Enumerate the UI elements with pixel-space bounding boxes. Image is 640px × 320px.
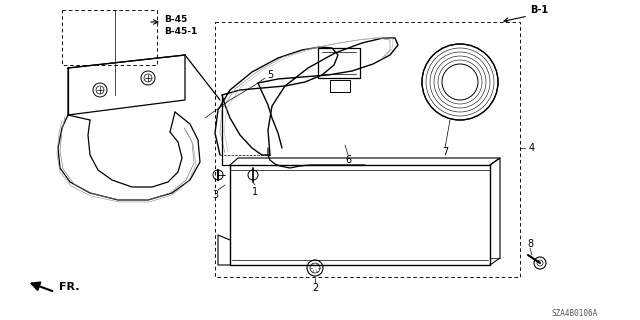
Text: SZA4B0106A: SZA4B0106A [552, 308, 598, 317]
Bar [215, 22, 520, 277]
Text: 6: 6 [345, 155, 351, 165]
Text: 4: 4 [529, 143, 535, 153]
Text: 7: 7 [442, 147, 448, 157]
Bar [62, 10, 157, 65]
Text: 8: 8 [527, 239, 533, 249]
Text: B-45: B-45 [164, 15, 188, 25]
Text: 2: 2 [312, 283, 318, 293]
Text: 5: 5 [267, 70, 273, 80]
Text: 1: 1 [252, 187, 258, 197]
Text: B-45-1: B-45-1 [164, 27, 197, 36]
Text: 3: 3 [212, 190, 218, 200]
Text: B-1: B-1 [530, 5, 548, 15]
Text: FR.: FR. [59, 282, 79, 292]
